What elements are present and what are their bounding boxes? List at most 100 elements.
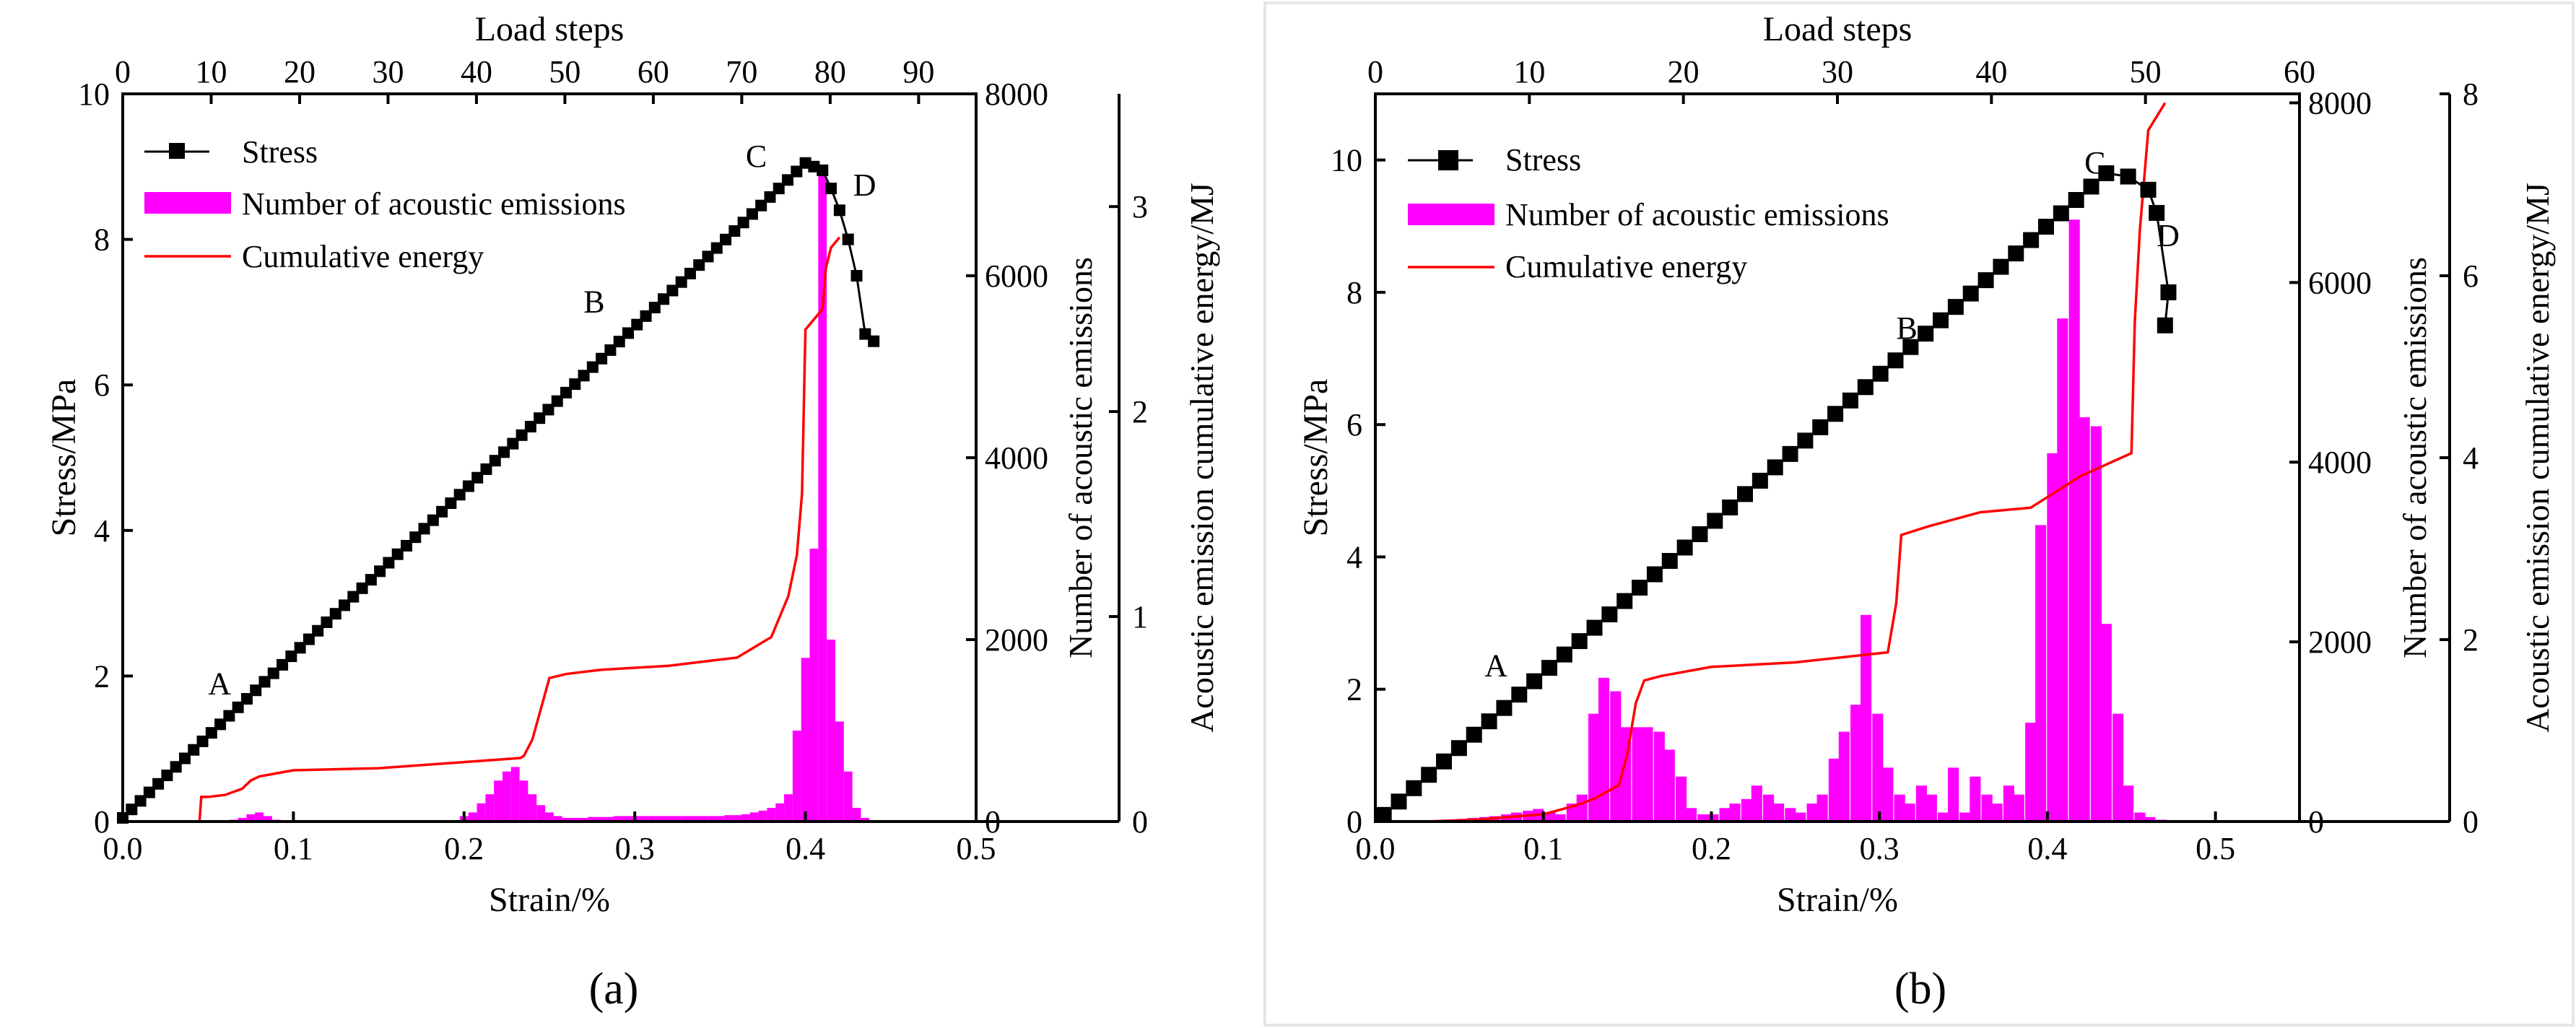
ae-bar: [2035, 525, 2047, 822]
y3-tick-label: 0: [1132, 804, 1148, 840]
ae-bar: [1685, 808, 1697, 822]
stress-point: [791, 165, 803, 178]
stress-point: [418, 523, 430, 535]
ae-bar: [2100, 624, 2112, 822]
stress-point: [782, 174, 794, 186]
y2-axis-label-a: Number of acoustic emissions: [1062, 257, 1099, 658]
ae-bar: [528, 794, 537, 822]
ae-bar: [741, 814, 750, 822]
stress-point: [339, 599, 351, 611]
ae-bar: [2112, 713, 2124, 822]
y-tick-label: 0: [1346, 804, 1362, 840]
annotation-a-C: C: [746, 139, 767, 174]
stress-point: [746, 208, 758, 220]
stress-point: [817, 164, 829, 176]
ae-bar: [809, 549, 819, 822]
x-tick-label: 0.1: [1523, 831, 1563, 866]
ae-bar: [1795, 812, 1806, 822]
ae-bar: [596, 816, 605, 822]
ae-bar: [553, 816, 562, 822]
stress-point: [764, 191, 776, 203]
y-tick-label: 2: [1346, 672, 1362, 707]
ae-bar: [673, 816, 682, 822]
ae-bar: [1763, 794, 1775, 822]
ae-bar: [2090, 426, 2102, 822]
annotation-a-A: A: [208, 666, 231, 702]
stress-points-a: [117, 157, 880, 824]
ae-bar: [1676, 776, 1687, 822]
legend-energy-text-a: Cumulative energy: [242, 239, 484, 274]
ae-bar: [715, 816, 725, 822]
stress-point: [569, 378, 581, 391]
y3-axis-label-b: Acoustic emission cumulative energy/MJ: [2519, 183, 2556, 733]
x2-tick-label: 90: [902, 54, 934, 90]
stress-point: [1646, 566, 1663, 583]
ae-bar: [1697, 814, 1709, 822]
stress-point: [596, 352, 608, 365]
stress-point: [267, 667, 279, 679]
stress-point: [1812, 419, 1829, 435]
ae-bar: [1741, 798, 1752, 822]
stress-point: [2008, 245, 2024, 262]
ae-bar: [1610, 691, 1622, 822]
chart-panel-b: 0.0 0.1 0.2 0.3 0.4 0.50 10 20 30 40 50 60024681002…: [1297, 10, 2556, 1014]
ae-bar: [2013, 794, 2024, 822]
stress-point: [1436, 753, 1453, 770]
ae-bar: [1828, 758, 1840, 822]
stress-point: [285, 650, 297, 663]
ae-bar: [656, 816, 665, 822]
y-tick-label: 10: [1331, 143, 1362, 178]
stress-point: [684, 267, 696, 279]
ae-bar: [510, 767, 520, 822]
stress-point: [658, 293, 670, 305]
stress-point: [1421, 767, 1437, 783]
stress-point: [134, 795, 147, 807]
ae-bar: [2025, 723, 2037, 822]
stress-point: [1481, 713, 1497, 730]
stress-point: [2098, 165, 2115, 181]
ae-bar: [1861, 614, 1872, 822]
stress-point: [161, 770, 173, 782]
ae-bar: [468, 812, 477, 822]
stress-point: [1902, 339, 1919, 355]
x2-tick-label: 0: [1367, 54, 1383, 90]
stress-point: [1918, 326, 1934, 342]
stress-point: [258, 676, 271, 688]
x2-tick-label: 20: [1668, 54, 1700, 90]
legend-bars-text-a: Number of acoustic emissions: [242, 186, 626, 222]
stress-point: [1676, 539, 1693, 556]
stress-point: [489, 455, 501, 467]
x-tick-label: 0.4: [786, 831, 825, 866]
y2-tick-label: 6000: [2308, 265, 2372, 300]
stress-point: [143, 786, 155, 798]
ae-bar: [775, 803, 785, 822]
stress-point: [329, 608, 341, 620]
stress-point: [2160, 284, 2177, 300]
stress-point: [551, 395, 563, 407]
ae-bar: [1970, 776, 1981, 822]
legend-bars-swatch-b: [1408, 204, 1494, 225]
x-tick-label: 0.2: [1692, 831, 1731, 866]
ae-bars-a: [229, 166, 870, 822]
y3-tick-label: 2: [2463, 622, 2479, 658]
ae-bar: [2047, 453, 2058, 822]
ae-bar: [622, 816, 631, 822]
x2-axis-label-b: Load steps: [1763, 10, 1913, 48]
stress-point: [578, 370, 590, 382]
y-tick-label: 0: [94, 804, 110, 840]
stress-point: [1616, 593, 1633, 609]
x2-tick-label: 80: [814, 54, 846, 90]
ae-bar: [502, 771, 511, 822]
stress-point: [277, 658, 289, 671]
x2-tick-label: 40: [1975, 54, 2007, 90]
x2-tick-label: 50: [2130, 54, 2162, 90]
stress-point: [868, 335, 880, 347]
x-tick-label: 0.0: [103, 831, 143, 866]
ae-bar: [536, 805, 546, 822]
x2-tick-label: 70: [726, 54, 757, 90]
stress-point: [755, 199, 767, 212]
ae-bar: [1838, 731, 1850, 822]
stress-point: [842, 233, 854, 245]
stress-point: [365, 574, 377, 586]
